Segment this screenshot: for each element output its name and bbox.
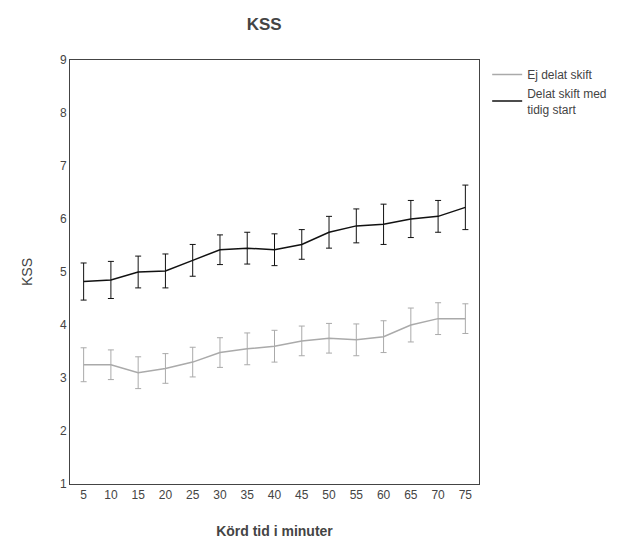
svg-text:5: 5 [80, 488, 87, 502]
svg-text:4: 4 [60, 318, 67, 332]
svg-text:25: 25 [186, 488, 200, 502]
svg-text:60: 60 [377, 488, 391, 502]
svg-text:5: 5 [60, 265, 67, 279]
svg-text:Ej delat skift: Ej delat skift [527, 68, 592, 82]
svg-text:45: 45 [295, 488, 309, 502]
svg-text:75: 75 [459, 488, 473, 502]
svg-text:35: 35 [241, 488, 255, 502]
svg-text:30: 30 [213, 488, 227, 502]
svg-text:7: 7 [60, 159, 67, 173]
svg-text:2: 2 [60, 424, 67, 438]
svg-text:65: 65 [404, 488, 418, 502]
svg-text:50: 50 [322, 488, 336, 502]
svg-text:KSS: KSS [19, 258, 35, 286]
svg-text:70: 70 [431, 488, 445, 502]
svg-text:8: 8 [60, 106, 67, 120]
svg-text:20: 20 [159, 488, 173, 502]
svg-text:KSS: KSS [247, 15, 282, 34]
svg-text:6: 6 [60, 212, 67, 226]
svg-text:10: 10 [104, 488, 118, 502]
svg-text:9: 9 [60, 53, 67, 67]
svg-text:40: 40 [268, 488, 282, 502]
svg-text:1: 1 [60, 477, 67, 491]
svg-text:55: 55 [350, 488, 364, 502]
svg-text:15: 15 [131, 488, 145, 502]
svg-text:3: 3 [60, 371, 67, 385]
svg-text:Körd tid i minuter: Körd tid i minuter [216, 523, 333, 539]
svg-text:Delat skift medtidig start: Delat skift medtidig start [527, 87, 606, 117]
